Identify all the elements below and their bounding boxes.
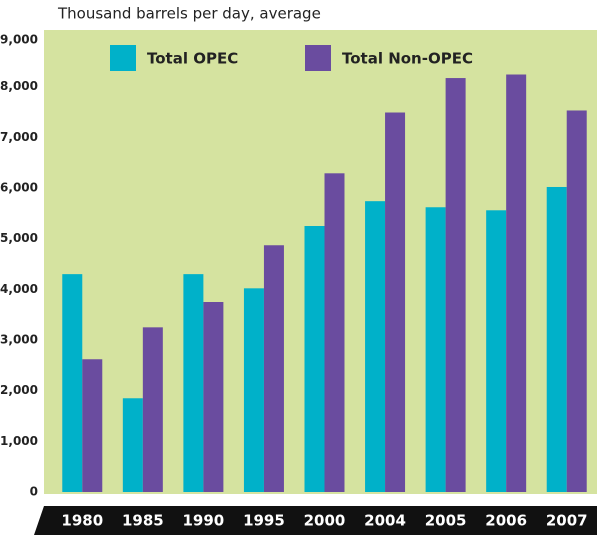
legend-label: Total OPEC: [147, 50, 238, 68]
y-tick-label: 5,000: [0, 231, 38, 245]
bar: [365, 201, 386, 492]
bar: [486, 210, 507, 492]
x-tick-label: 2004: [364, 512, 406, 530]
bar: [385, 112, 406, 493]
year-band: [34, 506, 597, 535]
x-tick-label: 2007: [546, 512, 588, 530]
bar: [62, 274, 83, 492]
bar: [566, 110, 587, 492]
bar: [445, 78, 466, 492]
x-tick-label: 1985: [122, 512, 164, 530]
bar: [304, 226, 325, 492]
bar: [142, 327, 163, 492]
y-tick-label: 4,000: [0, 282, 38, 296]
bar: [546, 186, 567, 492]
y-tick-label: 9,000: [0, 33, 38, 47]
legend-swatch: [305, 45, 331, 71]
x-tick-label: 2006: [485, 512, 527, 530]
y-tick-label: 8,000: [0, 79, 38, 93]
x-tick-label: 2000: [304, 512, 346, 530]
y-tick-label: 2,000: [0, 383, 38, 397]
bar: [263, 245, 284, 492]
bar: [506, 74, 527, 493]
y-tick-label: 3,000: [0, 333, 38, 347]
x-tick-label: 1980: [61, 512, 103, 530]
y-tick-label: 7,000: [0, 130, 38, 144]
bar: [324, 173, 345, 492]
y-tick-label: 6,000: [0, 181, 38, 195]
x-tick-label: 2005: [425, 512, 467, 530]
bar: [243, 288, 264, 492]
x-tick-label: 1995: [243, 512, 285, 530]
y-tick-label: 0: [30, 485, 38, 499]
bar: [82, 359, 103, 492]
bar: [122, 398, 143, 492]
bar: [183, 274, 204, 492]
legend-label: Total Non-OPEC: [342, 50, 473, 68]
bar: [203, 302, 224, 492]
y-tick-label: 1,000: [0, 434, 38, 448]
bar: [425, 207, 446, 492]
legend-swatch: [110, 45, 136, 71]
x-tick-label: 1990: [183, 512, 225, 530]
chart-title: Thousand barrels per day, average: [57, 5, 321, 23]
